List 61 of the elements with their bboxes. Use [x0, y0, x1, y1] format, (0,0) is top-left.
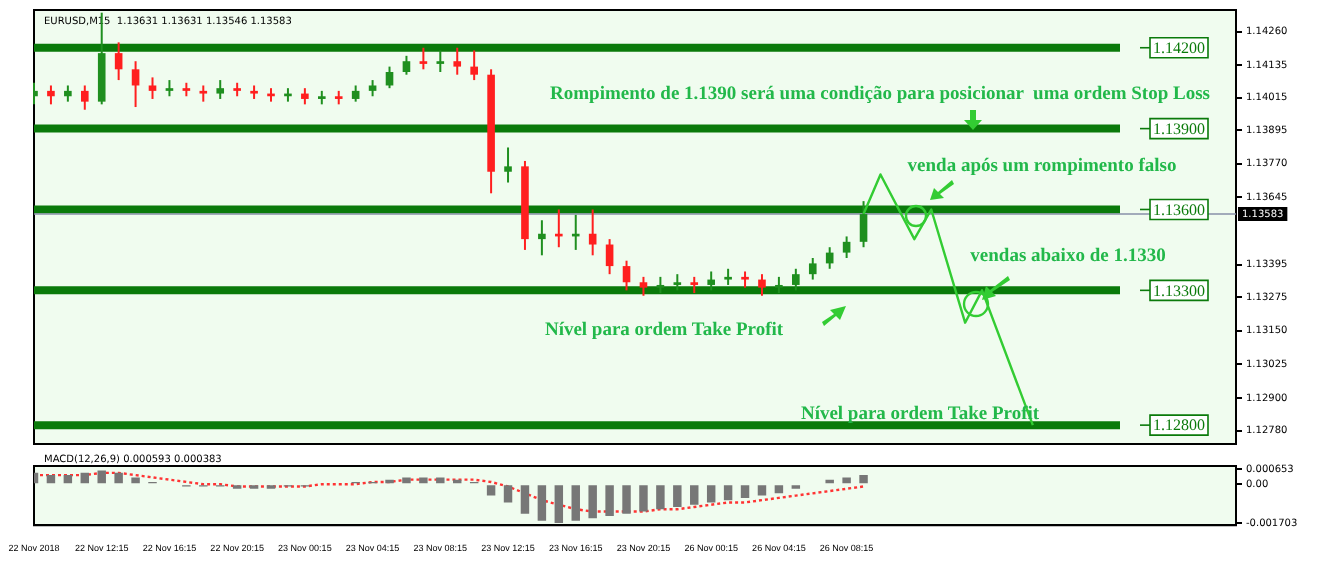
- bar: [774, 485, 784, 494]
- candlestick: [402, 54, 411, 76]
- bar: [436, 477, 445, 484]
- candlestick: [216, 79, 225, 100]
- candlestick: [131, 60, 140, 109]
- candlestick: [148, 76, 157, 100]
- annotation: vendas abaixo de 1.1330: [970, 246, 1167, 267]
- bar: [80, 472, 90, 484]
- candlestick: [605, 238, 614, 276]
- bar: [131, 477, 140, 484]
- bar: [673, 485, 682, 507]
- bar: [690, 485, 699, 505]
- candlestick: [80, 84, 89, 111]
- candlestick: [47, 84, 55, 106]
- bar: [520, 485, 530, 514]
- bar: [486, 485, 496, 496]
- ref-line-label: 1.14200: [1153, 38, 1205, 57]
- bar: [740, 485, 750, 498]
- bar: [554, 485, 564, 523]
- candlestick: [707, 270, 715, 292]
- bar: [588, 485, 597, 519]
- bar: [706, 485, 716, 503]
- candlestick: [419, 46, 428, 71]
- candlestick: [436, 49, 445, 73]
- candlestick: [808, 257, 817, 281]
- bar: [571, 485, 580, 521]
- bar: [46, 475, 56, 484]
- candlestick: [622, 259, 631, 292]
- bar: [859, 475, 868, 484]
- bar: [757, 485, 767, 496]
- candlestick: [538, 219, 546, 257]
- bar: [639, 485, 648, 512]
- bar: [723, 485, 733, 501]
- bar: [605, 485, 614, 517]
- candlestick: [859, 200, 868, 249]
- bar: [537, 485, 547, 521]
- candlestick: [758, 273, 766, 297]
- candlestick: [470, 49, 478, 82]
- bar: [63, 475, 73, 484]
- candlestick: [114, 41, 123, 82]
- annotation: Nível para ordem Take Profit: [544, 320, 785, 341]
- bar: [97, 470, 106, 484]
- candlestick: [588, 208, 597, 257]
- bar: [503, 485, 513, 503]
- bar: [842, 477, 851, 484]
- bar: [622, 485, 631, 514]
- ref-line-label: 1.12800: [1153, 416, 1205, 435]
- ref-line-label: 1.13600: [1153, 200, 1205, 219]
- candlestick: [842, 235, 851, 259]
- ref-line-label: 1.13900: [1153, 119, 1205, 138]
- candlestick: [504, 146, 512, 184]
- candlestick: [453, 46, 462, 76]
- annotation: venda após um rompimento falso: [907, 156, 1177, 177]
- candlestick: [792, 267, 800, 292]
- ref-line-label: 1.13300: [1153, 281, 1205, 300]
- bar: [114, 472, 123, 484]
- bar: [402, 477, 411, 484]
- bar: [419, 477, 428, 484]
- annotation: Rompimento de 1.1390 será uma condição para posicionar uma ordem Stop Loss: [550, 84, 1211, 105]
- candlestick: [639, 275, 648, 297]
- bar: [656, 485, 665, 510]
